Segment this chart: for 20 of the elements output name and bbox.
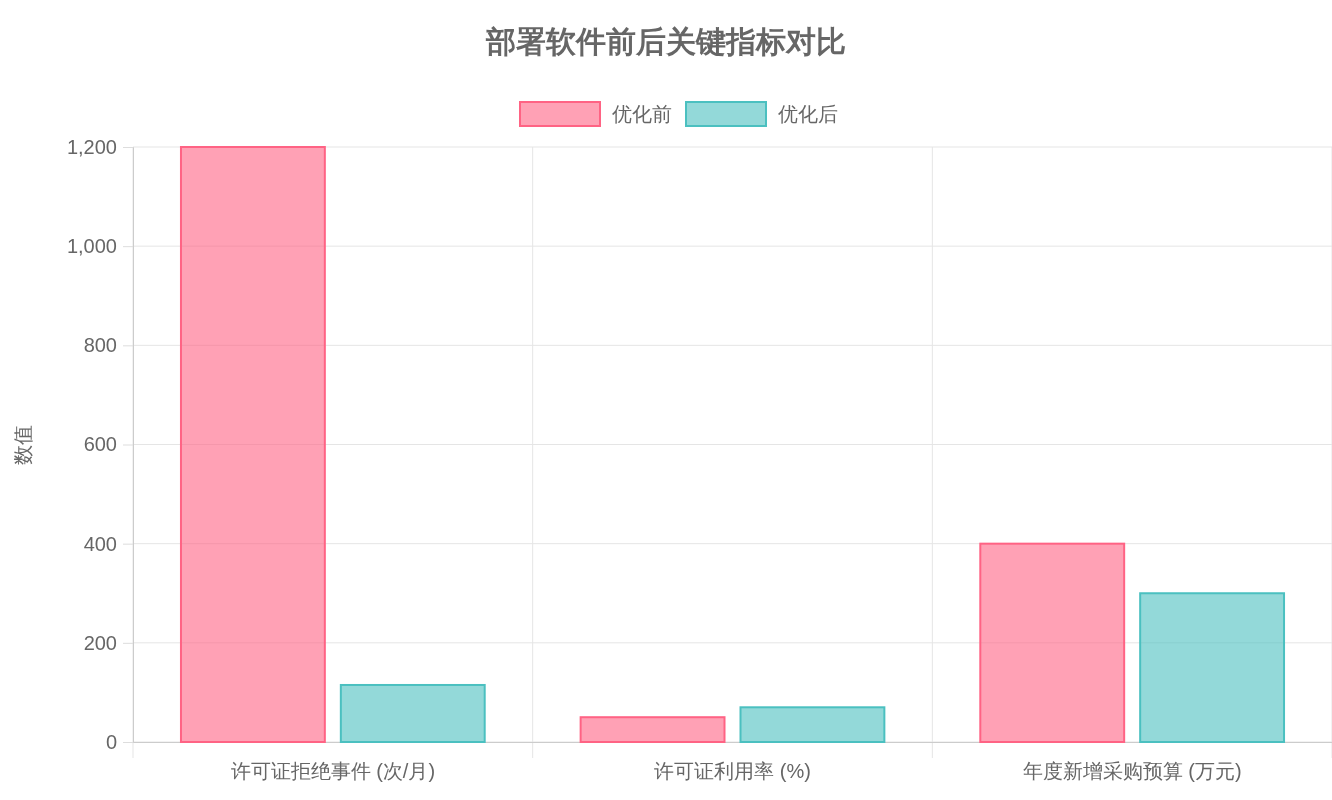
- chart-title: 部署软件前后关键指标对比: [485, 25, 846, 58]
- x-tick-label: 许可证利用率 (%): [654, 760, 811, 783]
- legend-label: 优化后: [778, 103, 838, 125]
- bar: [1139, 592, 1286, 743]
- x-tick-label: 许可证拒绝事件 (次/月): [230, 760, 436, 783]
- bar: [979, 542, 1126, 743]
- bar: [179, 146, 326, 743]
- x-tick-label: 年度新增采购预算 (万元): [1022, 760, 1242, 783]
- y-tick-label: 600: [83, 433, 117, 456]
- y-tick-label: 400: [83, 532, 117, 555]
- bar: [579, 716, 726, 743]
- y-tick-label: 0: [105, 730, 117, 753]
- bar: [739, 706, 886, 743]
- bar: [339, 683, 486, 743]
- legend-label: 优化前: [612, 103, 672, 125]
- y-tick-label: 800: [83, 334, 117, 357]
- y-tick-label: 200: [83, 631, 117, 654]
- y-tick-label: 1,200: [66, 135, 117, 158]
- y-axis-title: 数值: [12, 424, 34, 465]
- y-tick-label: 1,000: [66, 235, 117, 258]
